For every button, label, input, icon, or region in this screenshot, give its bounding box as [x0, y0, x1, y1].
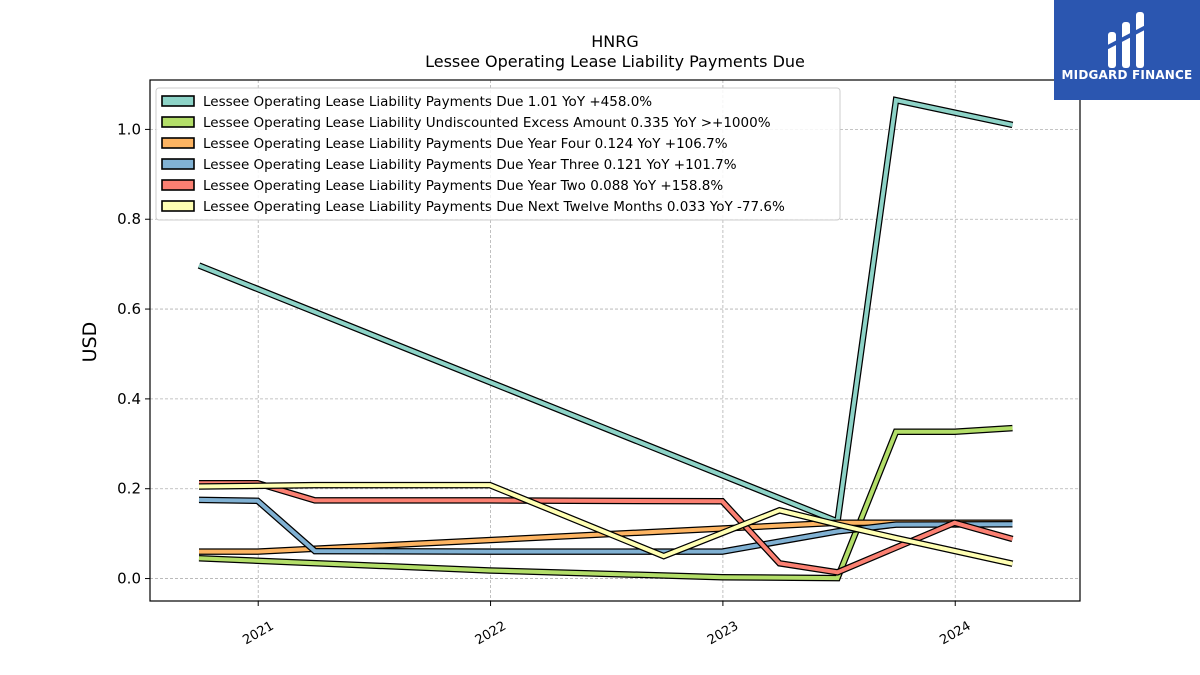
series-lines: [197, 96, 1014, 582]
legend-entry-label: Lessee Operating Lease Liability Payment…: [203, 157, 737, 173]
legend-swatch: [161, 137, 195, 149]
series-line: [198, 424, 1013, 582]
y-tick-label: 0.6: [117, 300, 141, 318]
legend-entry-label: Lessee Operating Lease Liability Payment…: [203, 94, 652, 110]
series-line-fill: [198, 497, 1013, 554]
x-tick-label: 2023: [705, 619, 741, 649]
legend-entry-label: Lessee Operating Lease Liability Payment…: [203, 178, 723, 194]
plot-frame: [149, 79, 1081, 602]
legend-swatch: [161, 200, 195, 212]
series-line: [198, 481, 1014, 567]
y-tick-label: 0.2: [117, 480, 141, 498]
legend-entry-label: Lessee Operating Lease Liability Payment…: [203, 136, 728, 152]
legend-swatch: [161, 158, 195, 170]
logo-mark-icon: [1105, 12, 1149, 68]
legend-swatch: [161, 179, 195, 191]
legend-swatch: [161, 116, 195, 128]
y-tick-label: 0.8: [117, 210, 141, 228]
x-tick-label: 2022: [473, 619, 509, 649]
series-line-fill: [198, 97, 1013, 525]
series-line-fill: [198, 483, 1013, 566]
x-tick-label: 2024: [937, 619, 973, 649]
legend-entry-label: Lessee Operating Lease Liability Undisco…: [203, 115, 771, 131]
legend-entry-label: Lessee Operating Lease Liability Payment…: [203, 199, 785, 215]
brand-logo: MIDGARD FINANCE: [1054, 0, 1200, 100]
chart-title-metric: Lessee Operating Lease Liability Payment…: [425, 52, 805, 71]
y-tick-label: 0.0: [117, 570, 141, 588]
series-line: [198, 496, 1013, 555]
legend-box: [155, 87, 841, 221]
y-tick-label: 0.4: [117, 390, 141, 408]
series-line: [197, 96, 1014, 527]
series-line-fill: [198, 426, 1013, 581]
x-tick-label: 2021: [240, 619, 276, 649]
y-tick-label: 1.0: [117, 120, 141, 138]
legend-swatch: [161, 95, 195, 107]
chart-title-ticker: HNRG: [591, 32, 639, 51]
brand-name: MIDGARD FINANCE: [1061, 68, 1193, 82]
y-axis-label: USD: [79, 322, 101, 363]
chart-title: HNRG Lessee Operating Lease Liability Pa…: [0, 32, 1200, 72]
legend: Lessee Operating Lease Liability Payment…: [155, 87, 841, 221]
